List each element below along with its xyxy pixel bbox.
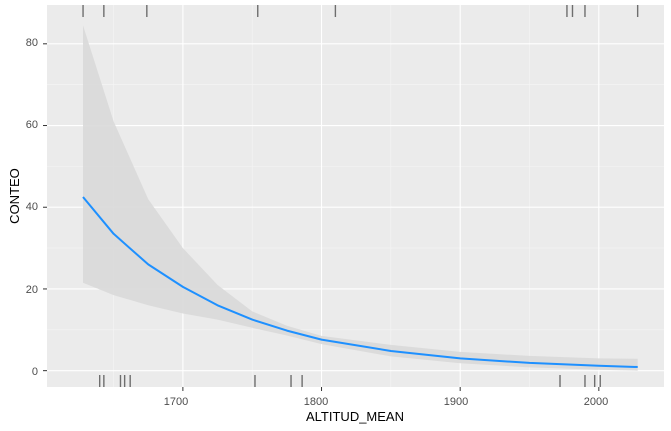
x-axis-title: ALTITUD_MEAN [306,409,404,424]
x-tick-label-2000: 2000 [584,396,608,408]
y-tick-label-20: 20 [26,284,38,296]
panel-background [47,5,664,387]
y-tick-label-60: 60 [26,119,38,131]
x-tick-label-1900: 1900 [444,396,468,408]
fit-line [82,196,638,368]
rug-marks [82,5,639,387]
fit-line-layer [82,196,638,368]
y-tick-label-0: 0 [32,366,38,378]
y-tick-label-40: 40 [26,201,38,213]
x-tick-label-1700: 1700 [164,396,188,408]
gridlines [47,5,664,387]
axis-ticks [43,43,600,391]
y-axis-title: CONTEO [7,168,22,224]
x-tick-label-1800: 1800 [304,396,328,408]
y-tick-label-80: 80 [26,37,38,49]
